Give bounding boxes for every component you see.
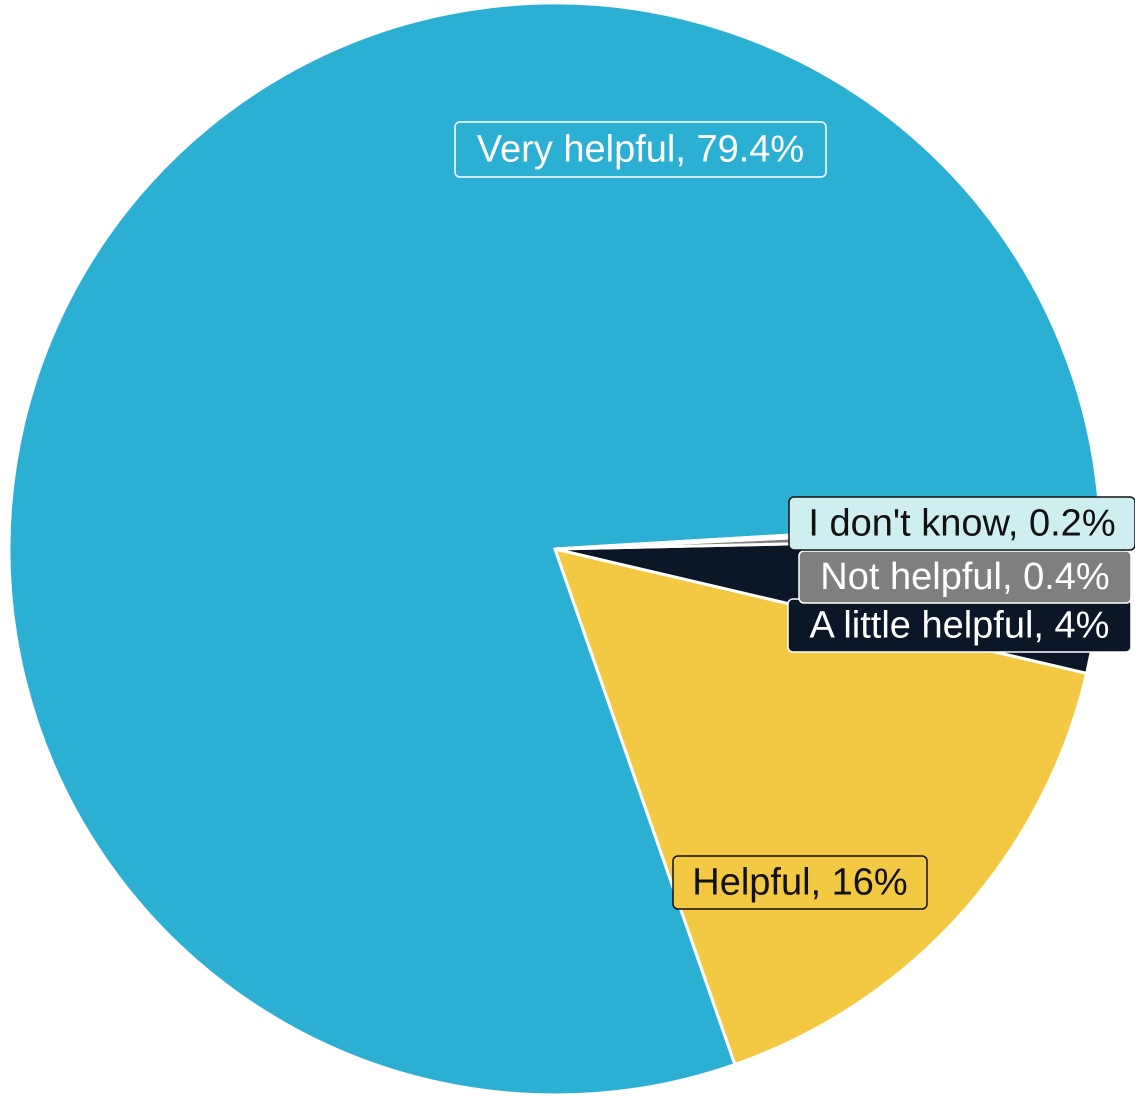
pie-label-text: A little helpful, 4% — [810, 605, 1110, 647]
pie-label-i-don-t-know: I don't know, 0.2% — [788, 496, 1135, 551]
pie-label-not-helpful: Not helpful, 0.4% — [798, 550, 1132, 604]
pie-label-text: I don't know, 0.2% — [808, 503, 1115, 545]
pie-label-box — [672, 855, 928, 910]
pie-labels: Very helpful, 79.4% Helpful, 16% A little … — [454, 121, 1135, 910]
pie-label-box — [798, 550, 1132, 604]
pie-slice-helpful — [553, 547, 1089, 1066]
pie-label-very-helpful: Very helpful, 79.4% — [454, 121, 827, 178]
pie-label-box — [454, 121, 827, 178]
pie-label-text: Helpful, 16% — [692, 862, 907, 904]
pie-label-helpful: Helpful, 16% — [672, 855, 928, 910]
pie-label-text: Very helpful, 79.4% — [477, 129, 804, 171]
pie-label-text: Not helpful, 0.4% — [820, 556, 1109, 598]
pie-label-a-little-helpful: A little helpful, 4% — [787, 598, 1132, 653]
pie-label-box — [788, 496, 1135, 551]
